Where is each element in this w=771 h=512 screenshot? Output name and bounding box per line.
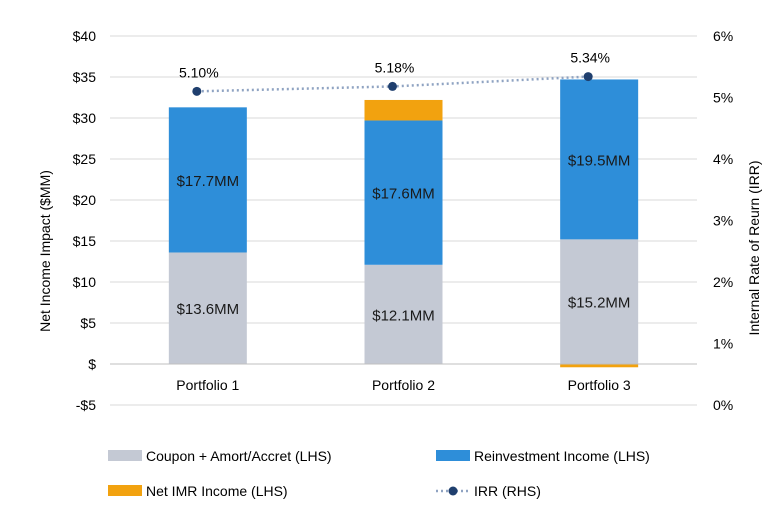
legend-swatch: [436, 450, 470, 461]
irr-line-series: 5.10% 5.18% 5.34%: [179, 50, 610, 96]
bar-data-labels: $13.6MM $17.7MM $12.1MM $17.6MM $15.2MM $19.5…: [177, 152, 631, 324]
legend-swatch: [108, 485, 142, 496]
y-tick-label: $5: [80, 315, 96, 331]
bar-stacks: [168, 79, 639, 368]
right-y-axis: 6% 5% 4% 3% 2% 1% 0%: [713, 28, 733, 413]
bar-segment-2-3: [560, 79, 639, 240]
x-tick-label: Portfolio 1: [176, 377, 239, 393]
y-tick-label: $20: [73, 192, 97, 208]
bar-segment-3-2: [364, 99, 443, 121]
legend-marker: [448, 486, 458, 496]
bar-segment-2-1: [168, 107, 247, 253]
y2-tick-label: 4%: [713, 151, 733, 167]
irr-data-label: 5.34%: [570, 50, 610, 66]
y-tick-label: $30: [73, 110, 97, 126]
bar-data-label: $15.2MM: [568, 295, 631, 312]
bar-data-label: $19.5MM: [568, 152, 631, 169]
y-tick-label: $15: [73, 233, 97, 249]
legend-label: Reinvestment Income (LHS): [474, 448, 650, 464]
legend-label: Net IMR Income (LHS): [146, 483, 288, 499]
left-y-axis: $40 $35 $30 $25 $20 $15 $10 $5 $ -$5: [73, 28, 97, 413]
irr-point: [192, 86, 202, 96]
legend-label: Coupon + Amort/Accret (LHS): [146, 448, 332, 464]
y-tick-label: $10: [73, 274, 97, 290]
y2-axis-title: Internal Rate of Reurn (IRR): [746, 160, 762, 335]
bar-segment-3-3: [560, 364, 639, 368]
x-axis: Portfolio 1 Portfolio 2 Portfolio 3: [110, 363, 697, 393]
y-tick-label: $40: [73, 28, 97, 44]
bar-data-label: $13.6MM: [177, 301, 240, 318]
y-tick-label: -$5: [76, 397, 96, 413]
y2-tick-label: 0%: [713, 397, 733, 413]
bar-segment-1-2: [364, 264, 443, 364]
y2-tick-label: 5%: [713, 90, 733, 106]
bar-segment-1-3: [560, 239, 639, 364]
y-tick-label: $25: [73, 151, 97, 167]
bar-data-label: $12.1MM: [372, 307, 435, 324]
bar-segment-2-2: [364, 120, 443, 265]
irr-data-label: 5.10%: [179, 64, 219, 80]
x-tick-label: Portfolio 2: [372, 377, 435, 393]
legend-swatch: [108, 450, 142, 461]
irr-point: [388, 81, 397, 91]
bar-data-label: $17.7MM: [177, 173, 240, 190]
x-tick-label: Portfolio 3: [568, 377, 631, 393]
bar-data-label: $17.6MM: [372, 186, 435, 203]
y2-tick-label: 3%: [713, 213, 733, 229]
y-axis-title: Net Income Impact ($MM): [37, 170, 53, 332]
y-tick-label: $35: [73, 69, 97, 85]
bar-segment-1-1: [168, 252, 247, 364]
irr-point: [583, 72, 593, 82]
irr-data-label: 5.18%: [375, 59, 415, 75]
legend-label: IRR (RHS): [474, 483, 541, 499]
y2-tick-label: 6%: [713, 28, 733, 44]
y-tick-label: $: [88, 356, 96, 372]
y2-tick-label: 1%: [713, 336, 733, 352]
legend: Coupon + Amort/Accret (LHS) Reinvestment …: [108, 448, 650, 499]
y2-tick-label: 2%: [713, 274, 733, 290]
